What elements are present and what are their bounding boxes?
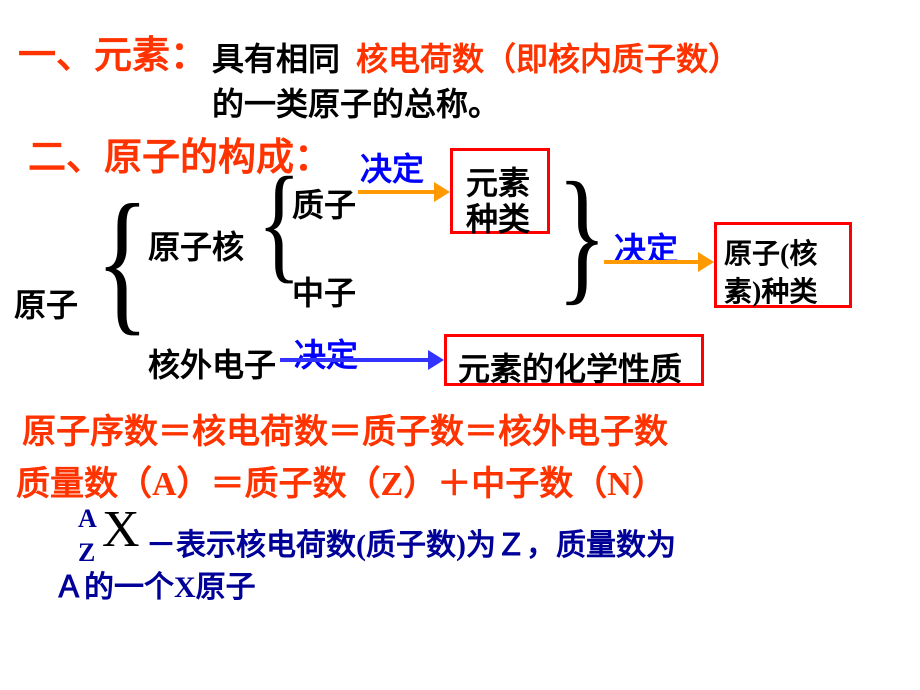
line1-part2: 核电荷数（即核内质子数） (356, 34, 740, 80)
slide-canvas: 一、元素： 具有相同 核电荷数（即核内质子数） 的一类原子的总称。 二、原子的构… (0, 0, 920, 690)
notation-desc2: Ａ的一个X原子 (54, 562, 256, 606)
proton-label: 质子 (292, 180, 356, 226)
eq1: 原子序数＝核电荷数＝质子数＝核外电子数 (22, 404, 668, 453)
electron-label: 核外电子 (148, 340, 276, 386)
brace-right: } (557, 160, 607, 310)
nucleus-label: 原子核 (148, 222, 244, 268)
decide-1: 决定 (360, 144, 424, 190)
line1-part3: 的一类原子的总称。 (212, 79, 500, 125)
arrow-proton-element (358, 190, 436, 194)
box2-line2: 素)种类 (724, 270, 817, 310)
arrow-electron-chem (280, 358, 430, 362)
box2-line1: 原子(核 (724, 232, 817, 272)
arrow-proton-element-head (434, 182, 450, 202)
arrow-electron-chem-head (428, 350, 444, 370)
neutron-label: 中子 (292, 268, 356, 314)
decide-3: 决定 (294, 330, 358, 376)
notation-X: X (102, 500, 140, 559)
notation-A: A (78, 504, 97, 534)
brace-atom: { (96, 180, 150, 340)
heading-1: 一、元素： (18, 24, 208, 79)
box3-text: 元素的化学性质 (458, 344, 682, 390)
box1-line2: 种类 (466, 194, 530, 240)
notation-desc1: －表示核电荷数(质子数)为Ｚ，质量数为 (146, 520, 676, 564)
atom-label: 原子 (14, 280, 78, 326)
line1-part1: 具有相同 (212, 34, 340, 80)
eq2: 质量数（A）＝质子数（Z）＋中子数（N） (16, 456, 666, 505)
brace-nucleus: { (257, 158, 301, 288)
arrow-decide2 (604, 260, 700, 264)
arrow-decide2-head (698, 252, 714, 272)
